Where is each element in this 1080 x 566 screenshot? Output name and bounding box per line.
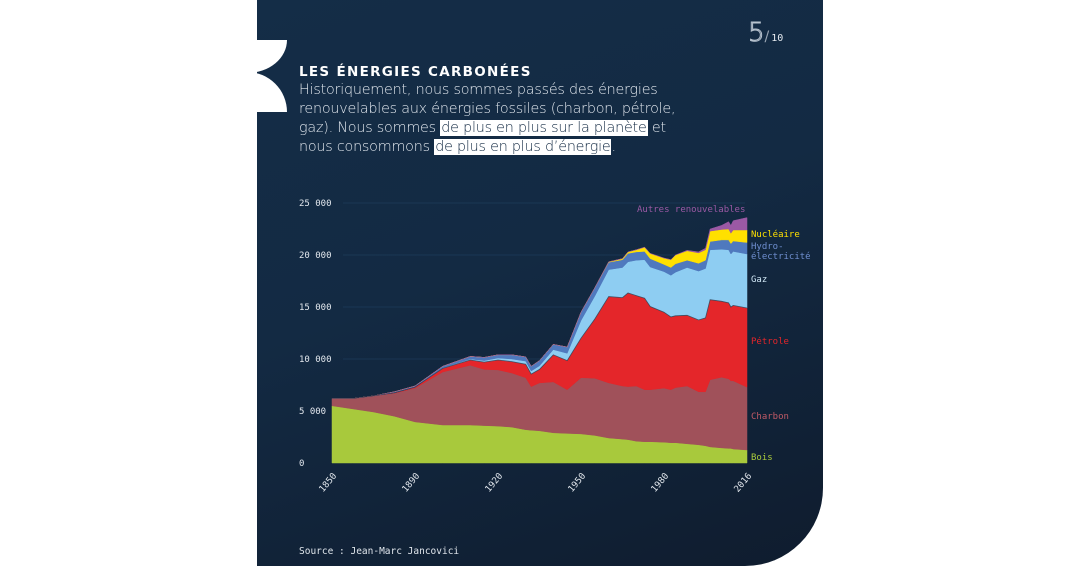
page-title: LES ÉNERGIES CARBONÉES	[299, 64, 532, 80]
x-tick-label: 1890	[401, 472, 423, 495]
highlight-text: de plus en plus d’énergie	[434, 139, 612, 155]
x-tick-label: 1950	[567, 472, 589, 495]
y-tick-label: 20 000	[299, 251, 332, 261]
x-tick-label: 1980	[650, 472, 672, 495]
series-label-hydro: Hydro-	[751, 242, 784, 252]
series-label-hydro: électricité	[751, 251, 811, 262]
x-tick-label: 1850	[318, 472, 340, 495]
series-label-charbon: Charbon	[751, 412, 789, 422]
highlight-text: de plus en plus sur la planète	[440, 120, 648, 136]
description-text: Historiquement, nous sommes passés des é…	[299, 82, 676, 136]
y-tick-label: 0	[299, 459, 304, 469]
page-current: 5	[748, 18, 766, 49]
y-tick-label: 5 000	[299, 407, 326, 417]
series-label-bois: Bois	[751, 453, 773, 463]
y-tick-label: 25 000	[299, 199, 332, 209]
source-caption: Source : Jean-Marc Jancovici	[299, 546, 460, 557]
series-label-nucl-aire: Nucléaire	[751, 229, 800, 240]
series-label-p-trole: Pétrole	[751, 336, 789, 347]
y-axis-ticks: 0 5 000 10 000 15 000 20 000 25 000	[299, 199, 332, 469]
y-tick-label: 10 000	[299, 355, 332, 365]
x-tick-label: 1920	[484, 472, 506, 495]
petrole-outline	[332, 292, 748, 399]
series-labels: Bois Charbon Pétrole Gaz Hydro-électricité Nu…	[637, 205, 811, 463]
page-total: 10	[771, 33, 784, 44]
x-tick-label: 2016	[733, 472, 755, 495]
series-label-gaz: Gaz	[751, 275, 767, 285]
x-axis-ticks: 1850 1890 1920 1950 1980 2016	[318, 472, 755, 495]
page-separator: /	[764, 29, 770, 45]
description-text: et nous consommons	[299, 120, 666, 155]
description: Historiquement, nous sommes passés des é…	[299, 81, 699, 157]
page-indicator: 5/10	[748, 18, 784, 49]
area-layers	[331, 217, 748, 464]
y-tick-label: 15 000	[299, 303, 332, 313]
description-text: .	[611, 139, 616, 155]
series-label-autres-renouvelables: Autres renouvelables	[637, 205, 745, 215]
area-autres-renouvelables	[332, 217, 748, 399]
